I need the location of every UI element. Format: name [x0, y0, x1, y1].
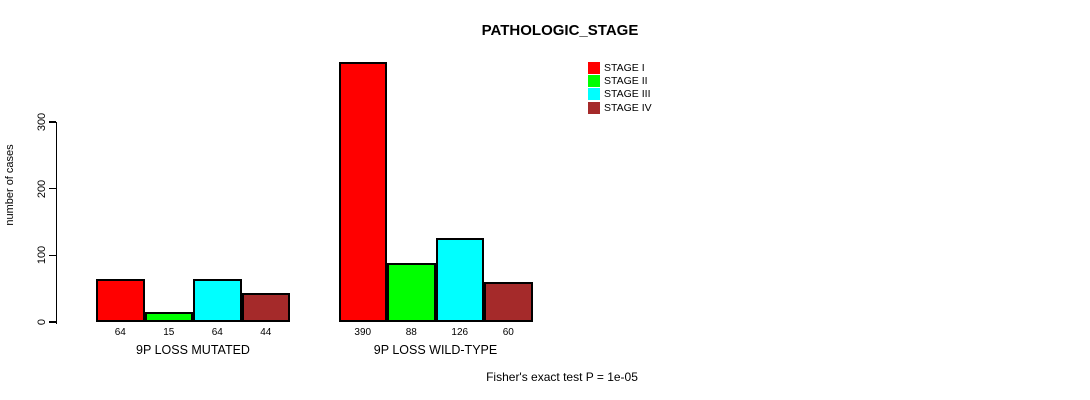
bar-value-label: 60 [502, 327, 514, 338]
y-axis-tick [48, 254, 56, 257]
bar-stage-iv-9p-loss-mutated [241, 292, 290, 322]
legend-swatch-stage-ii [588, 74, 600, 87]
y-axis-label: number of cases [4, 144, 16, 226]
bar-stage-iii-9p-loss-mutated [193, 279, 242, 322]
legend-item-stage-ii: STAGE II [588, 74, 652, 87]
x-category-label-9p-loss-wild-type: 9P LOSS WILD-TYPE [373, 343, 498, 357]
legend-label-stage-ii: STAGE II [604, 74, 648, 87]
bar-stage-ii-9p-loss-wild-type [387, 263, 436, 322]
bar-stage-ii-9p-loss-mutated [144, 312, 193, 322]
bar-value-label: 126 [451, 327, 469, 338]
legend-label-stage-i: STAGE I [604, 61, 645, 74]
bar-value-label: 64 [211, 327, 223, 338]
bar-stage-i-9p-loss-wild-type [338, 62, 387, 322]
y-axis-tick-label: 300 [36, 112, 48, 132]
bar-value-label: 88 [405, 327, 417, 338]
legend-item-stage-iii: STAGE III [588, 88, 652, 101]
bar-stage-i-9p-loss-mutated [96, 279, 145, 322]
y-axis-tick-label: 0 [36, 318, 48, 326]
bar-value-label: 64 [114, 327, 126, 338]
bar-value-label: 44 [260, 327, 272, 338]
legend-swatch-stage-iii [588, 88, 600, 101]
bar-stage-iii-9p-loss-wild-type [435, 238, 484, 322]
y-axis-tick [48, 187, 56, 190]
annotation-text: Fisher's exact test P = 1e-05 [486, 370, 638, 384]
legend-swatch-stage-iv [588, 101, 600, 114]
legend-label-stage-iv: STAGE IV [604, 101, 652, 114]
legend: STAGE I STAGE II STAGE III STAGE IV [588, 61, 652, 114]
legend-item-stage-iv: STAGE IV [588, 101, 652, 114]
legend-item-stage-i: STAGE I [588, 61, 652, 74]
y-axis-tick-label: 200 [36, 179, 48, 198]
y-axis-tick [48, 121, 56, 123]
bar-value-label: 15 [163, 327, 175, 338]
y-axis-line [55, 122, 57, 324]
x-category-label-9p-loss-mutated: 9P LOSS MUTATED [136, 343, 250, 357]
y-axis-tick [48, 321, 56, 323]
bar-value-label: 390 [354, 327, 372, 338]
chart-title: PATHOLOGIC_STAGE [481, 22, 639, 39]
legend-swatch-stage-i [588, 61, 600, 74]
bar-stage-iv-9p-loss-wild-type [484, 282, 533, 322]
y-axis-tick-label: 100 [36, 246, 48, 265]
legend-label-stage-iii: STAGE III [604, 88, 651, 101]
